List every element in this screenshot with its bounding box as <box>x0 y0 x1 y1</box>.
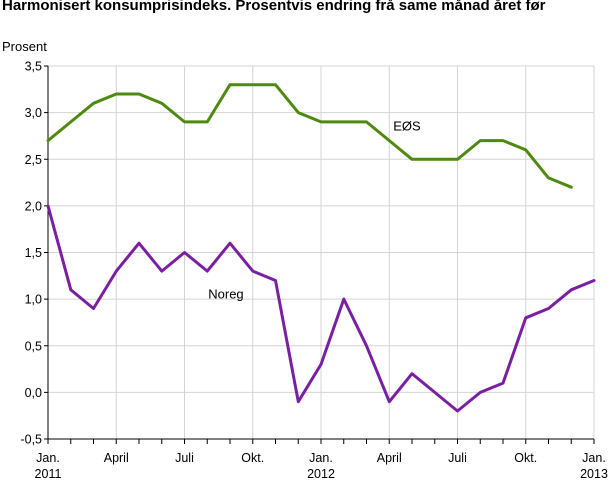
x-tick-label: Juli <box>448 451 467 465</box>
series-line-eøs <box>46 83 573 189</box>
series-lines <box>46 83 596 413</box>
series-label: Noreg <box>208 286 243 301</box>
y-tick-labels: 3,5 3,0 2,5 2,0 1,5 1,0 0,5 0,0 -0,5 <box>20 60 42 447</box>
x-tick-label: Jan. <box>309 451 333 465</box>
chart-title: Harmonisert konsumprisindeks. Prosentvis… <box>2 0 546 14</box>
y-tick-label: 1,5 <box>25 246 42 260</box>
axes <box>44 65 595 444</box>
y-tick-label: 3,5 <box>25 60 42 74</box>
series-line-noreg <box>46 204 596 413</box>
y-tick-label: 1,0 <box>25 293 42 307</box>
y-tick-label: -0,5 <box>20 433 42 447</box>
series-label: EØS <box>393 119 421 134</box>
x-tick-label: Juli <box>175 451 194 465</box>
x-tick-labels: Jan. 2011 April Juli Okt. Jan. 2012 April Juli Ok… <box>35 451 608 481</box>
y-tick-label: 3,0 <box>25 106 42 120</box>
y-tick-label: 0,0 <box>25 386 42 400</box>
x-tick-label: April <box>104 451 129 465</box>
x-tick-label-year: 2011 <box>35 467 62 481</box>
x-tick-label: Okt. <box>514 451 537 465</box>
x-tick-label: April <box>377 451 402 465</box>
y-tick-label: 0,5 <box>25 339 42 353</box>
x-tick-label: Okt. <box>241 451 264 465</box>
series-labels: EØS Noreg <box>208 119 421 302</box>
x-tick-label: Jan. <box>582 451 606 465</box>
x-tick-label: Jan. <box>36 451 60 465</box>
y-tick-label: 2,5 <box>25 153 42 167</box>
x-tick-label-year: 2012 <box>307 467 335 481</box>
y-tick-label: 2,0 <box>25 199 42 213</box>
x-tick-label-year: 2013 <box>580 467 608 481</box>
y-axis-unit-label: Prosent <box>2 39 47 54</box>
